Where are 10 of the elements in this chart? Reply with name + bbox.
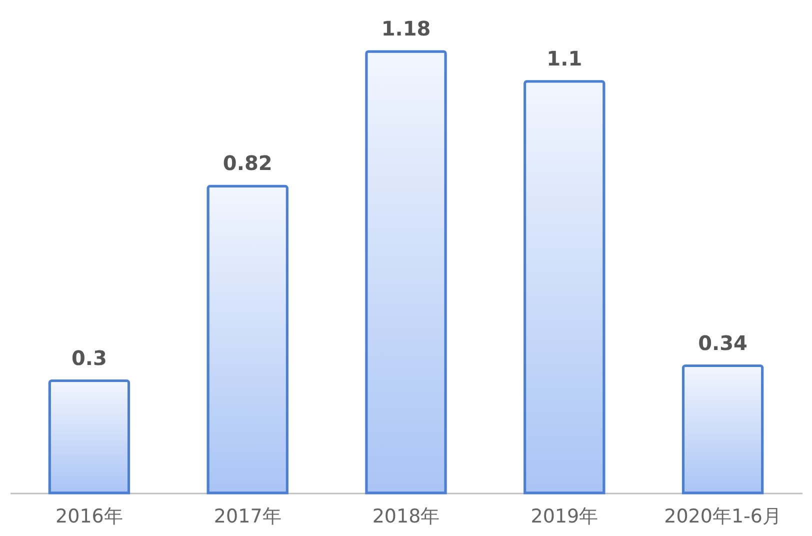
- data-label: 1.1: [546, 46, 582, 70]
- x-tick-label: 2016年: [56, 506, 123, 528]
- x-tick-label: 2017年: [214, 506, 282, 528]
- x-tick-label: 2020年1-6月: [664, 506, 782, 528]
- data-label: 0.82: [222, 151, 272, 176]
- data-label: 0.3: [71, 346, 107, 370]
- x-tick-label: 2019年: [530, 506, 598, 528]
- x-tick-label: 2018年: [372, 506, 440, 528]
- data-label: 1.18: [381, 16, 431, 40]
- data-label: 0.34: [698, 330, 748, 355]
